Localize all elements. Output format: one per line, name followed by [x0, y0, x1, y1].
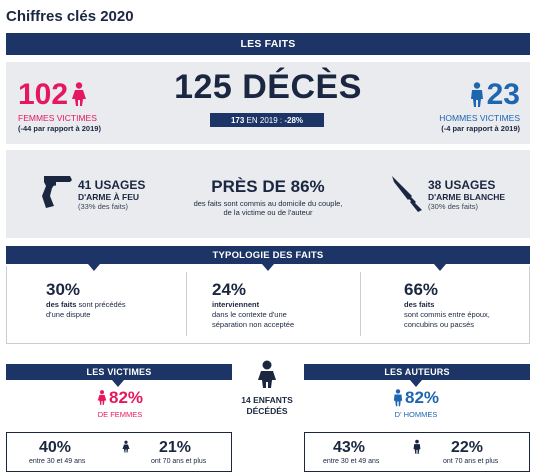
auteurs-age-box: 43% entre 30 et 49 ans 22% ont 70 ans et…	[304, 432, 530, 472]
typologie-divider-1	[186, 272, 187, 336]
typologie-header: TYPOLOGIE DES FAITS	[6, 246, 530, 264]
les-faits-header: LES FAITS	[6, 33, 530, 55]
hommes-label: HOMMES VICTIMES	[439, 113, 520, 123]
auteurs-pct: 82%	[404, 388, 440, 407]
auteurs-pointer	[410, 380, 422, 387]
typologie-item-1: 30% des faits sont précédés d'une disput…	[46, 280, 181, 320]
femmes-victimes-block: 102 FEMMES VICTIMES (-44 par rapport à 2…	[18, 78, 101, 134]
typologie-pct: 24%	[212, 280, 247, 299]
hommes-victimes-block: 23 HOMMES VICTIMES (-4 par rapport à 201…	[420, 78, 520, 134]
victimes-block: 82% DE FEMMES	[60, 388, 180, 419]
typologie-pointer-2	[262, 264, 274, 271]
domicile-line1: des faits sont commis au domicile du cou…	[193, 199, 343, 208]
typologie-rest: sont commis entre époux,	[404, 310, 490, 319]
auteurs-age-pct: 43%	[333, 439, 366, 456]
victimes-header: LES VICTIMES	[6, 364, 232, 380]
typologie-rest: sont précédés	[76, 300, 126, 309]
gun-icon	[42, 176, 72, 208]
victimes-label: DE FEMMES	[97, 410, 143, 419]
victimes-pct: 82%	[108, 388, 144, 407]
arme-feu-count: 41 USAGES	[78, 178, 146, 192]
man-icon	[393, 389, 403, 407]
domicile-line2: de la victime ou de l'auteur	[223, 208, 313, 217]
typologie-rest: concubins ou pacsés	[404, 320, 475, 329]
page-title: Chiffres clés 2020	[6, 8, 134, 25]
weapons-panel	[6, 150, 530, 238]
child-icon	[258, 360, 276, 388]
enfants-line1: 14 ENFANTS	[241, 395, 293, 405]
femmes-label: FEMMES VICTIMES	[18, 113, 97, 123]
knife-icon	[392, 176, 422, 212]
typologie-rest: d'une dispute	[46, 310, 91, 319]
typologie-bold: interviennent	[212, 300, 260, 309]
arme-blanche-note: (30% des faits)	[428, 202, 479, 211]
typologie-rest: dans le contexte d'une	[212, 310, 287, 319]
enfants-line2: DÉCÉDÉS	[246, 406, 288, 416]
victimes-old-pct: 21%	[159, 439, 192, 456]
man-icon	[413, 439, 421, 454]
typologie-bold: des faits	[404, 300, 435, 309]
typologie-panel	[6, 266, 530, 344]
auteurs-header: LES AUTEURS	[304, 364, 530, 380]
deces-headline: 125 DÉCÈS	[174, 68, 362, 106]
typologie-pct: 30%	[46, 280, 81, 299]
enfants-block: 14 ENFANTS DÉCÉDÉS	[232, 395, 302, 417]
arme-blanche-label: D'ARME BLANCHE	[428, 192, 506, 202]
femmes-note: (-44 par rapport à 2019)	[18, 124, 101, 133]
deces-2019-label: EN 2019 :	[244, 115, 285, 125]
typologie-rest: séparation non acceptée	[212, 320, 295, 329]
typologie-item-3: 66% des faits sont commis entre époux, c…	[404, 280, 524, 330]
typologie-pointer-3	[434, 264, 446, 271]
typologie-divider-2	[360, 272, 361, 336]
typologie-pct: 66%	[404, 280, 439, 299]
arme-blanche-block: 38 USAGES D'ARME BLANCHE (30% des faits)	[428, 178, 505, 211]
typologie-bold: des faits	[46, 300, 77, 309]
deces-comparison-badge: 173 EN 2019 : -28%	[210, 113, 324, 127]
domicile-block: PRÈS DE 86% des faits sont commis au dom…	[166, 177, 370, 217]
victimes-pointer	[112, 380, 124, 387]
hommes-note: (-4 par rapport à 2019)	[441, 124, 520, 133]
man-icon	[470, 82, 483, 107]
arme-feu-block: 41 USAGES D'ARME À FEU (33% des faits)	[78, 178, 145, 211]
arme-feu-note: (33% des faits)	[78, 202, 129, 211]
auteurs-block: 82% D' HOMMES	[356, 388, 476, 419]
deces-2019-value: 173	[230, 115, 245, 125]
woman-icon	[122, 440, 130, 453]
top-stats-panel	[6, 62, 530, 144]
arme-feu-label: D'ARME À FEU	[78, 192, 140, 202]
woman-icon	[97, 390, 107, 405]
arme-blanche-count: 38 USAGES	[428, 178, 496, 192]
auteurs-old-pct: 22%	[451, 439, 484, 456]
femmes-count: 102	[18, 78, 69, 111]
typologie-item-2: 24% interviennent dans le contexte d'une…	[212, 280, 357, 330]
auteurs-label: D' HOMMES	[394, 410, 438, 419]
hommes-count: 23	[486, 78, 520, 111]
domicile-headline: PRÈS DE 86%	[211, 177, 325, 196]
victimes-age-box: 40% entre 30 et 49 ans 21% ont 70 ans et…	[6, 432, 232, 472]
deces-change: -28%	[284, 115, 304, 125]
victimes-age-pct: 40%	[39, 439, 72, 456]
woman-icon	[72, 82, 87, 106]
typologie-pointer-1	[88, 264, 100, 271]
